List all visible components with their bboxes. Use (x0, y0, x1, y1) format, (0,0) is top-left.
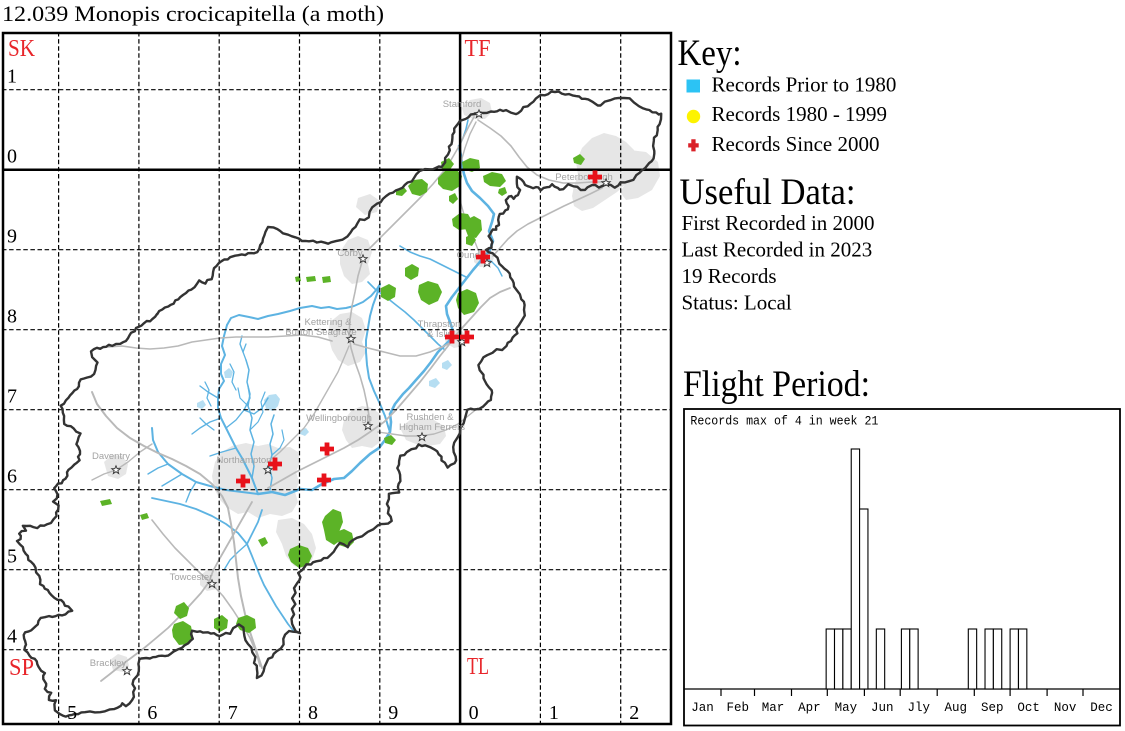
svg-text:Flight Period:: Flight Period: (683, 364, 870, 405)
svg-text:Sep: Sep (981, 701, 1004, 715)
svg-text:TL: TL (467, 654, 489, 680)
svg-text:5: 5 (7, 546, 17, 568)
svg-text:9: 9 (7, 226, 17, 248)
svg-text:8: 8 (308, 702, 318, 724)
svg-text:SP: SP (9, 655, 34, 681)
svg-text:8: 8 (7, 306, 17, 328)
svg-text:Towcester: Towcester (170, 572, 213, 583)
svg-text:6: 6 (7, 466, 17, 488)
svg-text:0: 0 (469, 702, 479, 724)
svg-text:Wellingborough: Wellingborough (306, 413, 372, 424)
svg-text:Jun: Jun (871, 701, 894, 715)
svg-text:Oct: Oct (1017, 701, 1040, 715)
svg-text:Aug: Aug (945, 701, 968, 715)
svg-text:Status: Local: Status: Local (682, 291, 792, 315)
svg-text:May: May (835, 701, 858, 715)
svg-text:Records max of 4 in week 21: Records max of 4 in week 21 (690, 415, 878, 429)
svg-text:19 Records: 19 Records (682, 264, 777, 288)
svg-text:Daventry: Daventry (92, 451, 130, 462)
svg-text:Brackley: Brackley (90, 658, 127, 669)
svg-text:4: 4 (7, 626, 17, 648)
svg-text:Thrapston: Thrapston (418, 319, 461, 330)
svg-text:Dec: Dec (1090, 701, 1113, 715)
svg-text:Higham Ferrers: Higham Ferrers (399, 422, 465, 433)
svg-text:Records 1980 - 1999: Records 1980 - 1999 (712, 102, 888, 126)
svg-text:9: 9 (388, 702, 398, 724)
svg-text:12.039 Monopis crocicapitella: 12.039 Monopis crocicapitella (a moth) (2, 1, 384, 26)
svg-text:Jly: Jly (907, 701, 930, 715)
svg-text:Jan: Jan (691, 701, 714, 715)
svg-text:Useful Data:: Useful Data: (680, 172, 856, 213)
svg-text:2: 2 (629, 702, 639, 724)
svg-text:Kettering &: Kettering & (305, 317, 353, 328)
svg-text:1: 1 (549, 702, 559, 724)
svg-text:Corby: Corby (337, 248, 363, 259)
svg-text:Feb: Feb (727, 701, 750, 715)
svg-text:First Recorded in 2000: First Recorded in 2000 (682, 211, 875, 235)
svg-text:5: 5 (67, 702, 77, 724)
svg-text:6: 6 (147, 702, 157, 724)
svg-text:Records Prior to 1980: Records Prior to 1980 (712, 73, 897, 97)
svg-text:7: 7 (228, 702, 238, 724)
svg-text:& Islip: & Islip (427, 329, 453, 340)
svg-text:Nov: Nov (1054, 701, 1077, 715)
svg-text:Key:: Key: (678, 33, 742, 74)
svg-text:1: 1 (7, 66, 17, 88)
svg-text:Last Recorded in 2023: Last Recorded in 2023 (682, 238, 873, 262)
svg-text:Rushden &: Rushden & (406, 412, 454, 423)
svg-text:Records Since 2000: Records Since 2000 (712, 132, 880, 156)
svg-text:7: 7 (7, 386, 17, 408)
svg-text:Apr: Apr (798, 701, 821, 715)
svg-text:SK: SK (8, 36, 36, 62)
svg-text:0: 0 (7, 146, 17, 168)
svg-text:Northampton: Northampton (217, 455, 272, 466)
svg-text:Mar: Mar (762, 701, 785, 715)
svg-text:TF: TF (465, 36, 491, 62)
svg-text:Peterborough: Peterborough (555, 172, 613, 183)
svg-text:Stamford: Stamford (443, 99, 482, 110)
svg-text:Oundle: Oundle (457, 250, 488, 261)
svg-text:Burton Seagrave: Burton Seagrave (285, 327, 356, 338)
